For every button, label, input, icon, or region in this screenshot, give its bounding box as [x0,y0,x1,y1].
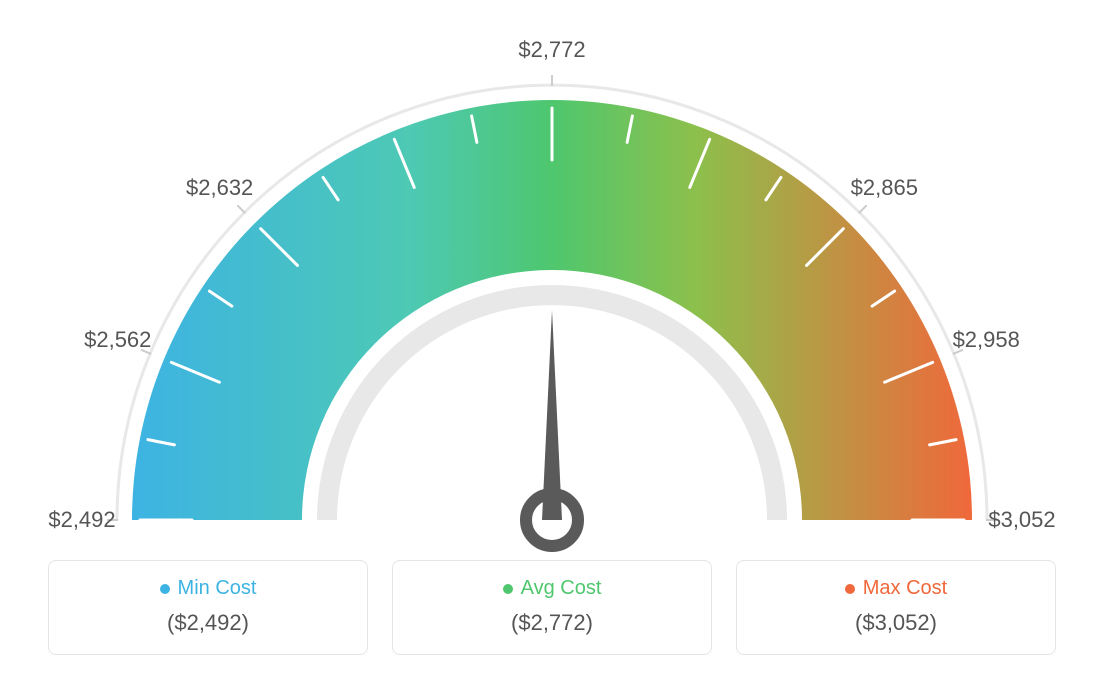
gauge-tick-label: $2,562 [84,327,151,353]
gauge-tick-label: $2,632 [186,175,253,201]
gauge-svg [62,50,1042,570]
gauge-tick-label: $3,052 [988,507,1055,533]
legend-title-text: Max Cost [863,577,947,600]
legend-value-max: ($3,052) [757,610,1035,636]
gauge-tick-label: $2,865 [851,175,918,201]
gauge-tick-label: $2,772 [518,37,585,63]
dot-icon [503,584,513,594]
legend-title-avg: Avg Cost [503,577,602,600]
legend-title-text: Avg Cost [521,577,602,600]
legend-row: Min Cost ($2,492) Avg Cost ($2,772) Max … [0,560,1104,655]
legend-title-min: Min Cost [160,577,257,600]
legend-title-max: Max Cost [845,577,947,600]
dot-icon [845,584,855,594]
gauge-tick-label: $2,958 [953,327,1020,353]
gauge-tick-label: $2,492 [48,507,115,533]
legend-card-avg: Avg Cost ($2,772) [392,560,712,655]
legend-value-avg: ($2,772) [413,610,691,636]
dot-icon [160,584,170,594]
legend-value-min: ($2,492) [69,610,347,636]
legend-card-max: Max Cost ($3,052) [736,560,1056,655]
legend-title-text: Min Cost [178,577,257,600]
gauge-chart: $2,492 $2,562 $2,632 $2,772 $2,865 $2,958 $3,0… [0,0,1104,540]
legend-card-min: Min Cost ($2,492) [48,560,368,655]
